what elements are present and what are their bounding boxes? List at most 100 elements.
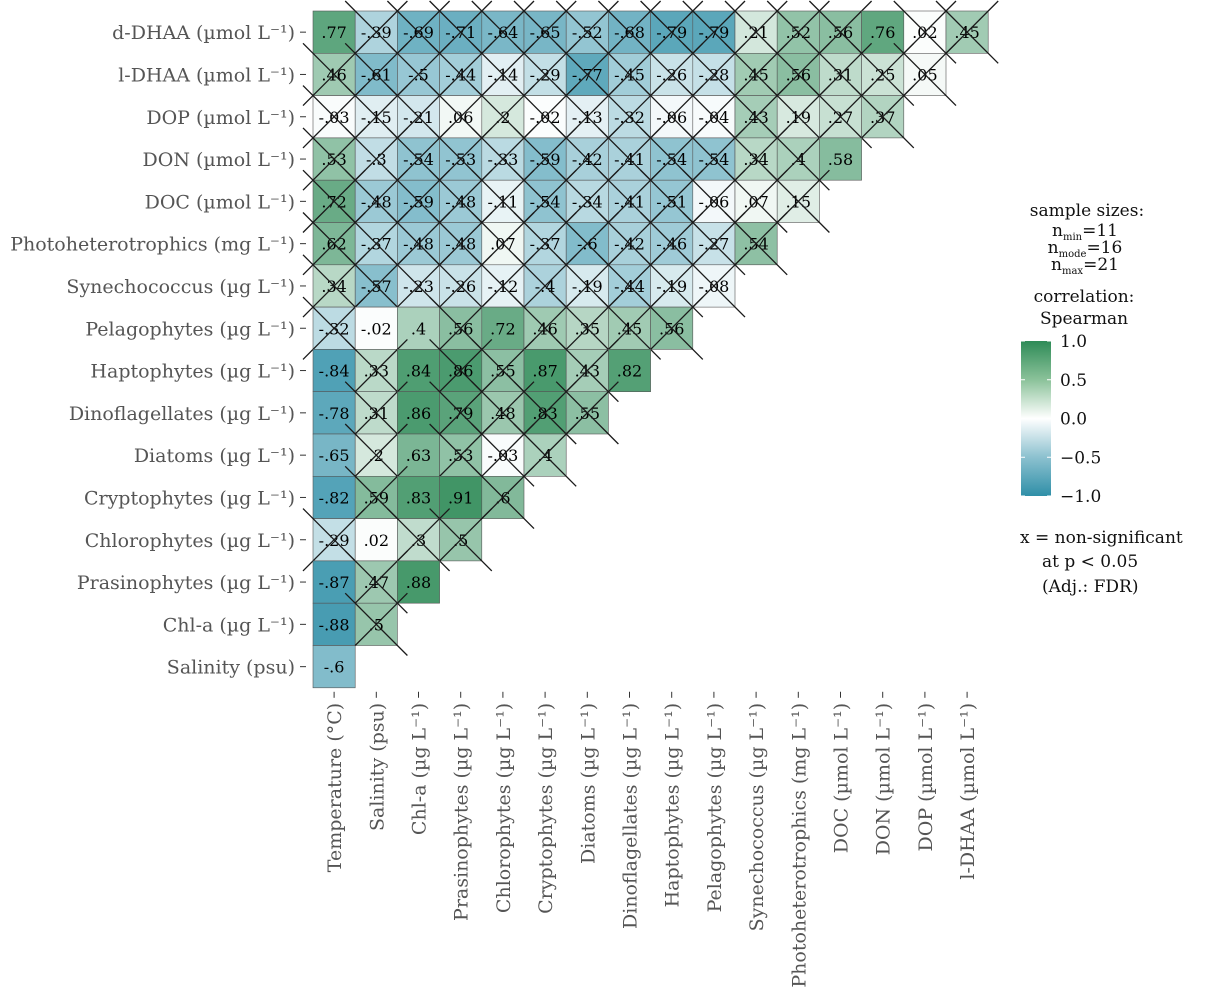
column-label: Cryptophytes (µg L⁻¹) [535,703,557,914]
legend-tick-label: 1.0 [1060,332,1087,352]
column-label: DOP (µmol L⁻¹) [915,703,937,852]
row-label: Haptophytes (µg L⁻¹) [90,361,295,383]
heatmap-cell: .5 [344,592,408,656]
cell-value-label: .83 [406,488,431,507]
legend-nonsig-line3: (Adj.: FDR) [1042,577,1138,597]
heatmap-cell: -.87 [312,560,356,604]
cell-rect [312,602,356,646]
cell-value-label: .72 [490,319,515,338]
column-label: Prasinophytes (µg L⁻¹) [451,703,473,921]
cell-rect [354,306,398,350]
heatmap-cell: .56 [640,296,704,360]
cell-value-label: .82 [617,362,642,381]
cell-rect [354,518,398,562]
non-significant-mark [429,508,493,572]
non-significant-mark [851,85,915,149]
heatmap-cell: -.88 [312,602,356,646]
column-label: Temperature (°C) [324,703,346,872]
cell-value-label: -.02 [361,319,392,338]
legend-correlation-method: Spearman [1040,309,1128,329]
row-label: Prasinophytes (µg L⁻¹) [77,572,295,594]
cell-value-label: -.84 [319,362,350,381]
heatmap-cell: .05 [893,42,957,107]
cell-value-label: .63 [406,446,431,465]
cell-value-label: -.88 [319,615,350,634]
row-label: DOP (µmol L⁻¹) [146,107,295,129]
heatmap-cells: .77-.39-.69-.71-.64-.65-.52-.68-.79-.79.… [302,0,999,689]
column-labels: Temperature (°C) Salinity (psu) Chl-a (µg … [324,691,979,988]
row-label: Salinity (psu) [167,657,295,679]
heatmap-cell: .4 [513,423,577,487]
cell-value-label: .02 [364,531,389,550]
legend-tick-label: −1.0 [1060,487,1101,507]
heatmap-cell: -.6 [312,645,356,689]
column-label: DON (µmol L⁻¹) [873,703,895,855]
cell-value-label: -.78 [319,404,350,423]
heatmap-cell: .83 [397,475,440,519]
heatmap-cell: .02 [354,518,398,562]
heatmap-cell: .77 [312,10,356,54]
row-label: Synechococcus (µg L⁻¹) [66,276,295,298]
legend-colorbar [1021,341,1051,496]
cell-value-label: .77 [321,23,346,42]
cell-value-label: .84 [406,362,431,381]
row-label: d-DHAA (µmol L⁻¹) [112,22,295,44]
legend-sample-sizes-title: sample sizes: [1030,201,1144,221]
heatmap-cell: -.45 [597,42,662,107]
column-label: Chl-a (µg L⁻¹) [409,703,431,835]
cell-value-label: .91 [448,488,473,507]
cell-value-label: .86 [406,404,431,423]
cell-value-label: .87 [532,362,557,381]
heatmap-cell: -.29 [302,508,366,572]
heatmap-cell: -.02 [354,306,398,350]
heatmap-cell: -.46 [640,212,704,276]
legend-nonsig-line2: at p < 0.05 [1042,552,1138,572]
legend-tick-label: 0.0 [1060,410,1087,430]
column-label: Diatoms (µg L⁻¹) [577,703,599,864]
column-label: DOC (µmol L⁻¹) [831,703,853,853]
legend-n-mode: nmode=16 [1048,238,1123,260]
row-label: DOC (µmol L⁻¹) [145,191,295,213]
column-label: Pelagophytes (µg L⁻¹) [704,703,726,913]
heatmap-cell: .07 [724,169,788,233]
row-label: Chlorophytes (µg L⁻¹) [85,530,295,552]
heatmap-cell: .6 [471,465,535,530]
row-label: Dinoflagellates (µg L⁻¹) [69,403,295,425]
column-label: Chlorophytes (µg L⁻¹) [493,703,515,913]
row-label: l-DHAA (µmol L⁻¹) [118,64,295,86]
heatmap-cell: .45 [935,0,999,64]
non-significant-mark [344,592,408,656]
column-label: Haptophytes (µg L⁻¹) [662,703,684,908]
row-label: Photoheterotrophics (mg L⁻¹) [10,234,295,256]
legend-correlation-title: correlation: [1034,287,1135,307]
cell-value-label: -.87 [319,573,350,592]
cell-value-label: -.6 [324,658,345,677]
heatmap-cell: .47 [344,550,408,614]
cell-value-label: .58 [828,150,853,169]
heatmap-cell: -.78 [312,391,356,435]
heatmap-cell: -.26 [429,254,493,318]
legend-n-max: nmax=21 [1051,255,1119,277]
cell-value-label: .76 [870,23,895,42]
cell-value-label: -.82 [319,488,350,507]
non-significant-mark [302,508,366,572]
cell-value-label: -.65 [319,446,350,465]
cell-value-label: .88 [406,573,431,592]
legend-nonsig-line1: x = non-significant [1020,528,1183,548]
legend-n-min: nmin=11 [1052,221,1118,243]
non-significant-mark [302,296,366,360]
legend: sample sizes: nmin=11 nmode=16 nmax=21 c… [1020,201,1183,597]
row-labels: d-DHAA (µmol L⁻¹) l-DHAA (µmol L⁻¹) DOP (µ… [10,22,306,679]
legend-tick-label: −0.5 [1060,448,1101,468]
column-label: Photoheterotrophics (mg L⁻¹) [788,703,810,988]
heatmap-cell: -.6 [555,212,619,276]
heatmap-cell: -.19 [640,254,704,318]
heatmap-cell: -.82 [312,475,356,519]
legend-tick-labels: 1.0 0.5 0.0 −0.5 −1.0 [1021,332,1101,507]
heatmap-cell: .37 [851,85,915,149]
column-label: l-DHAA (µmol L⁻¹) [957,703,979,880]
cell-value-label: .4 [411,319,426,338]
column-label: Synechococcus (µg L⁻¹) [746,703,768,932]
cell-rect [312,645,356,689]
